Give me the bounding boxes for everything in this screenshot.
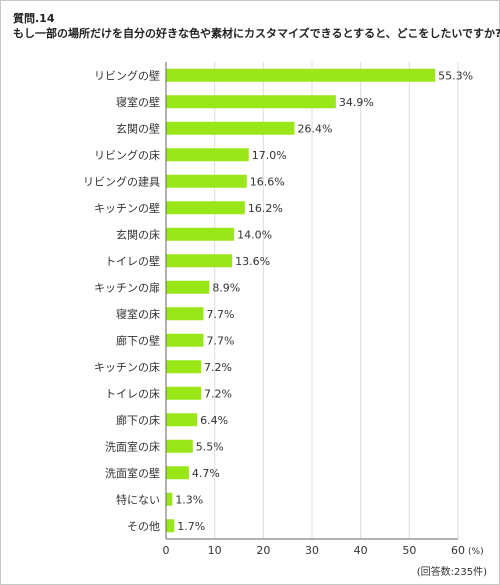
bar-layer [166,68,436,533]
category-label: 洗面室の壁 [105,466,160,480]
bar [166,148,249,162]
value-label: 5.5% [196,440,224,453]
value-label: 14.0% [237,228,272,241]
category-label: 廊下の床 [116,413,160,427]
bar [166,413,198,427]
bar [166,519,175,533]
response-count-note: (回答数:235件) [416,567,487,578]
grid-layer [214,62,459,539]
value-label: 7.7% [206,334,234,347]
question-number: 質問.14 [13,12,55,25]
category-label: 洗面室の床 [105,439,160,453]
axis-layer: 0 10 20 30 40 50 60 (%) リビングの壁 55.3% 寝室の壁 34.9% 玄関の壁… [83,62,484,557]
value-label: 4.7% [192,467,220,480]
bar [166,201,245,215]
value-label: 34.9% [339,96,374,109]
category-label: 特にない [116,492,160,506]
category-label: リビングの床 [94,148,160,162]
category-label: キッチンの床 [94,360,160,374]
value-label: 16.2% [248,202,283,215]
bar [166,95,336,109]
bar [166,121,295,135]
value-label: 7.2% [204,361,232,374]
value-label: 26.4% [297,122,332,135]
bar [166,386,202,400]
bar [166,174,247,188]
x-tick-label: 0 [163,544,170,557]
x-axis-unit: (%) [468,547,484,557]
category-label: トイレの床 [105,386,160,400]
bar [166,492,173,506]
value-label: 17.0% [252,149,287,162]
value-label: 8.9% [212,281,240,294]
category-label: キッチンの扉 [94,281,160,294]
category-label: その他 [127,520,160,533]
x-tick-label: 40 [354,544,368,557]
bar [166,466,189,480]
category-label: リビングの建具 [83,174,160,188]
category-label: リビングの壁 [94,68,160,82]
value-label: 55.3% [438,69,473,82]
bar [166,333,204,347]
value-label: 7.2% [204,387,232,400]
value-label: 1.7% [177,520,205,533]
bar [166,307,204,321]
value-label: 6.4% [200,414,228,427]
x-tick-label: 60 [451,544,465,557]
bar [166,280,210,294]
x-tick-label: 30 [305,544,319,557]
value-label: 13.6% [235,255,270,268]
category-label: 玄関の床 [116,227,160,241]
category-label: キッチンの壁 [94,201,160,215]
question-text: もし一部の場所だけを自分の好きな色や素材にカスタマイズできるとすると、どこをした… [13,27,500,40]
x-tick-label: 50 [402,544,416,557]
bar [166,68,436,82]
bar [166,254,233,268]
x-tick-label: 20 [256,544,270,557]
x-tick-label: 10 [208,544,222,557]
bar [166,360,202,374]
bar [166,227,235,241]
category-label: 廊下の壁 [116,333,160,347]
value-label: 1.3% [175,493,203,506]
category-label: 玄関の壁 [116,121,160,135]
category-label: トイレの壁 [105,254,160,268]
bar [166,439,193,453]
value-label: 16.6% [250,175,285,188]
value-label: 7.7% [206,308,234,321]
category-label: 寝室の壁 [116,95,160,109]
category-label: 寝室の床 [116,307,160,321]
